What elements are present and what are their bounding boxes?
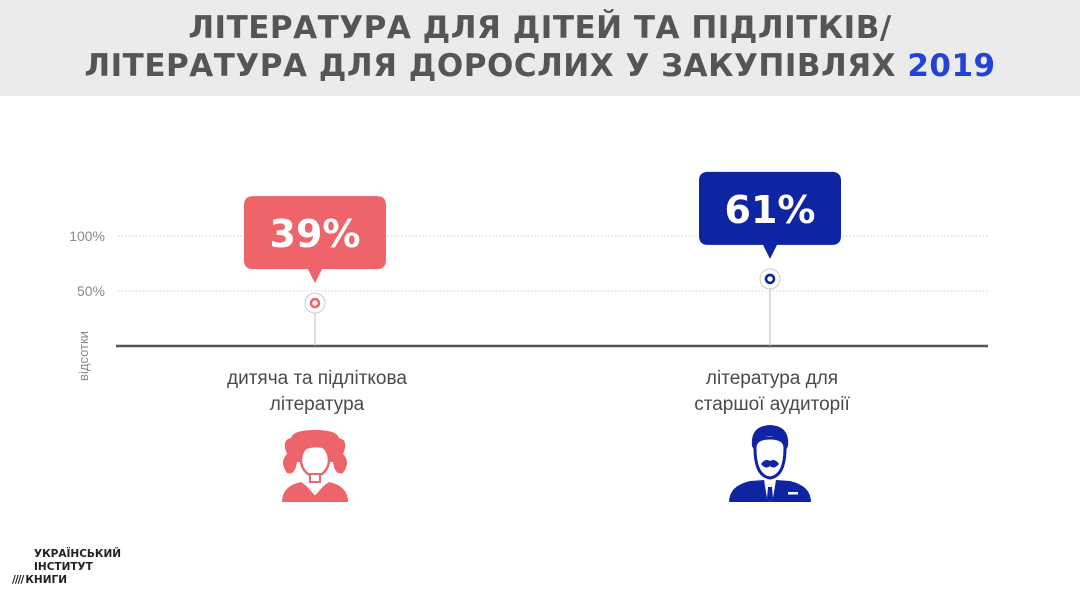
chart-icons (282, 425, 811, 502)
girl-collar (305, 483, 325, 496)
chart-axes: 100% 50% відсотки дитяча та підліткова літер… (69, 228, 988, 415)
man-hair (751, 425, 789, 450)
man-pocket (788, 492, 798, 495)
ukrainian-book-institute-logo: УКРАЇНСЬКИЙ ІНСТИТУТ ////КНИГИ (12, 548, 121, 587)
elderly-man-icon (729, 425, 811, 502)
logo-line-2: ІНСТИТУТ (34, 561, 93, 573)
title-line-1: ЛІТЕРАТУРА ДЛЯ ДІТЕЙ ТА ПІДЛІТКІВ/ (188, 10, 892, 46)
y-tick-label: 50% (77, 283, 105, 299)
title-line-2-text: ЛІТЕРАТУРА ДЛЯ ДОРОСЛИХ У ЗАКУПІВЛЯХ (84, 48, 897, 84)
girl-fringe (301, 440, 329, 452)
category-label: дитяча та підліткова (227, 368, 407, 389)
y-tick-label: 100% (69, 228, 105, 244)
girl-body (282, 482, 348, 502)
value-callout (244, 196, 386, 284)
category-label: література (270, 394, 365, 415)
chart-marks: 39% 61% (244, 171, 841, 346)
girl-icon (282, 430, 348, 502)
category-label: література для (706, 368, 838, 389)
logo-line-3-text: КНИГИ (25, 574, 67, 586)
girl-neck (309, 473, 321, 483)
data-label: 61% (725, 188, 816, 232)
point-marker (764, 273, 776, 285)
logo-line-3: ////КНИГИ (12, 574, 121, 587)
logo-line-1: УКРАЇНСЬКИЙ (34, 548, 122, 560)
title-year: 2019 (907, 48, 996, 84)
man-tie (767, 487, 773, 502)
header-banner: ЛІТЕРАТУРА ДЛЯ ДІТЕЙ ТА ПІДЛІТКІВ/ ЛІТЕР… (0, 0, 1080, 96)
data-label: 39% (270, 212, 361, 256)
man-face (753, 436, 787, 480)
value-callout (699, 171, 841, 259)
point-marker (309, 297, 321, 309)
y-axis-label: відсотки (76, 331, 91, 381)
logo-slashes: //// (12, 574, 24, 586)
category-label: старшої аудиторії (694, 394, 850, 415)
title-line-2: ЛІТЕРАТУРА ДЛЯ ДОРОСЛИХ У ЗАКУПІВЛЯХ 201… (0, 48, 1080, 84)
percentage-chart: 100% 50% відсотки дитяча та підліткова літер… (69, 171, 988, 502)
man-mustache (761, 460, 779, 468)
